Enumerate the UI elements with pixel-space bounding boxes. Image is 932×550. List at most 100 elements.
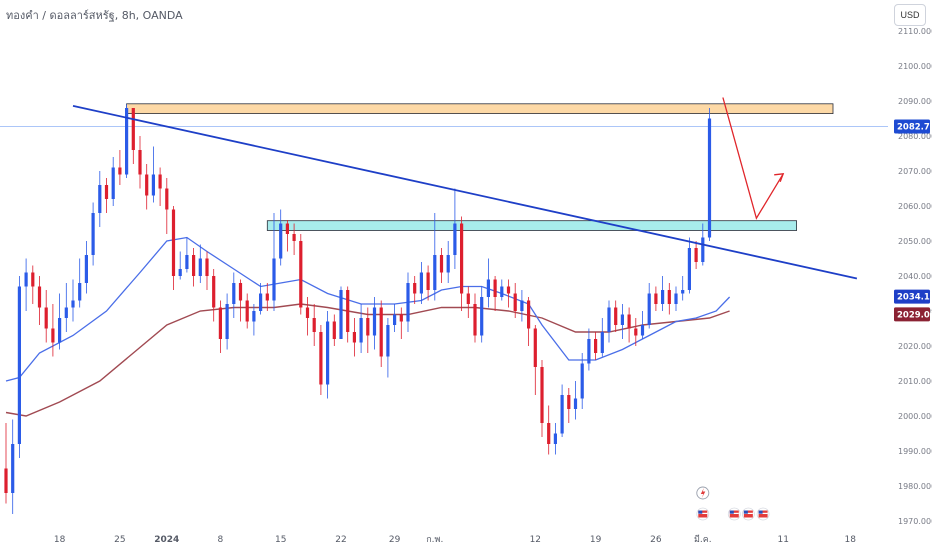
- candle-body: [118, 167, 122, 175]
- candle: [694, 241, 698, 269]
- candle: [104, 178, 109, 213]
- price-tag-bg: [894, 307, 930, 322]
- us-flag-canton: [698, 510, 703, 514]
- candle: [466, 286, 470, 318]
- us-flag-stripe-white: [729, 512, 739, 514]
- candle-body: [37, 286, 42, 308]
- candle-body: [299, 241, 303, 308]
- candle: [252, 304, 256, 336]
- candle: [138, 136, 142, 189]
- candle: [553, 423, 557, 455]
- price-tag: 2082.730: [894, 119, 932, 134]
- candle-body: [406, 283, 410, 322]
- candle-body: [640, 325, 645, 336]
- candle: [225, 293, 229, 350]
- time-tick-label: 19: [590, 535, 602, 545]
- candle-body: [4, 468, 8, 493]
- candle: [292, 223, 296, 255]
- candle-body: [98, 185, 102, 213]
- event-markers[interactable]: [696, 486, 770, 521]
- support-zone: [266, 220, 797, 231]
- candle-body: [151, 174, 155, 196]
- projection-arrow-head: [774, 173, 785, 183]
- time-tick-label: 11: [777, 535, 788, 545]
- price-tick-label: 2010.000: [898, 377, 932, 386]
- candle: [131, 108, 135, 164]
- candle: [17, 276, 21, 458]
- candle: [37, 276, 42, 325]
- price-tick-label: 2060.000: [898, 202, 932, 211]
- time-tick-label: 25: [114, 535, 125, 545]
- candle-body: [681, 290, 685, 294]
- candle: [687, 237, 691, 294]
- candle-body: [145, 174, 149, 196]
- candle-body: [212, 276, 216, 308]
- candle: [279, 209, 283, 266]
- time-tick-label: 22: [335, 535, 346, 545]
- us-flag-event-icon: [696, 507, 710, 521]
- candle: [393, 304, 397, 332]
- candle: [640, 311, 645, 339]
- us-flag-canton: [743, 510, 748, 514]
- candle-body: [285, 223, 289, 234]
- time-tick-label: 29: [389, 535, 401, 545]
- candle: [51, 304, 55, 357]
- us-flag-canton: [729, 510, 734, 514]
- candle: [560, 384, 564, 437]
- time-tick-label: 18: [844, 535, 856, 545]
- candle: [145, 164, 149, 210]
- candle: [24, 258, 28, 311]
- price-tick-label: 2100.000: [898, 62, 932, 71]
- candle: [4, 423, 8, 504]
- candle-body: [654, 293, 658, 304]
- candle: [406, 272, 410, 332]
- candle: [98, 171, 102, 227]
- candle: [125, 104, 129, 178]
- candle-body: [446, 255, 450, 273]
- candle: [486, 258, 490, 308]
- candle: [399, 307, 403, 339]
- candle-body: [238, 283, 243, 301]
- candle: [332, 314, 336, 346]
- candle: [151, 146, 155, 203]
- candle-body: [460, 223, 464, 294]
- candle-body: [627, 314, 631, 329]
- candle: [681, 276, 685, 301]
- candle-body: [647, 293, 651, 325]
- candle: [64, 283, 68, 332]
- candle: [158, 167, 162, 206]
- candle: [540, 360, 544, 437]
- candle-body: [198, 258, 202, 276]
- candle: [346, 286, 350, 343]
- currency-button[interactable]: USD: [894, 4, 926, 26]
- lightning-bolt: [700, 488, 706, 498]
- candle: [647, 283, 651, 329]
- candle: [178, 251, 182, 280]
- candle: [433, 213, 437, 301]
- candle: [627, 307, 631, 343]
- candle-body: [332, 321, 336, 339]
- candle: [259, 283, 263, 315]
- candle: [473, 293, 477, 343]
- candle: [654, 286, 658, 311]
- time-tick-label: 12: [530, 535, 541, 545]
- candle-body: [687, 248, 691, 290]
- candle: [594, 332, 598, 360]
- candle-body: [205, 258, 209, 276]
- price-axis[interactable]: 1970.000 1980.000 1990.000 2000.000 2010.000…: [898, 27, 932, 526]
- candle: [527, 297, 531, 346]
- candle-body: [265, 293, 269, 301]
- time-axis[interactable]: 18 25 2024 8 15 22 29 ก.พ. 12 19 26 มี.ค. 11 18: [54, 534, 856, 545]
- candle-body: [393, 314, 397, 325]
- candle-body: [439, 255, 444, 273]
- price-tick-label: 2020.000: [898, 342, 932, 351]
- symbol-title: ทองคำ / ดอลลาร์สหรัฐ, 8h, OANDA: [6, 9, 183, 22]
- time-tick-label: 26: [650, 535, 662, 545]
- candle-body: [346, 290, 350, 332]
- candle-body: [480, 297, 484, 336]
- candle-body: [513, 293, 517, 311]
- price-tag-bg: [894, 289, 930, 304]
- candle: [439, 248, 444, 283]
- price-tags: 2082.730 2034.100 2029.028: [894, 119, 932, 322]
